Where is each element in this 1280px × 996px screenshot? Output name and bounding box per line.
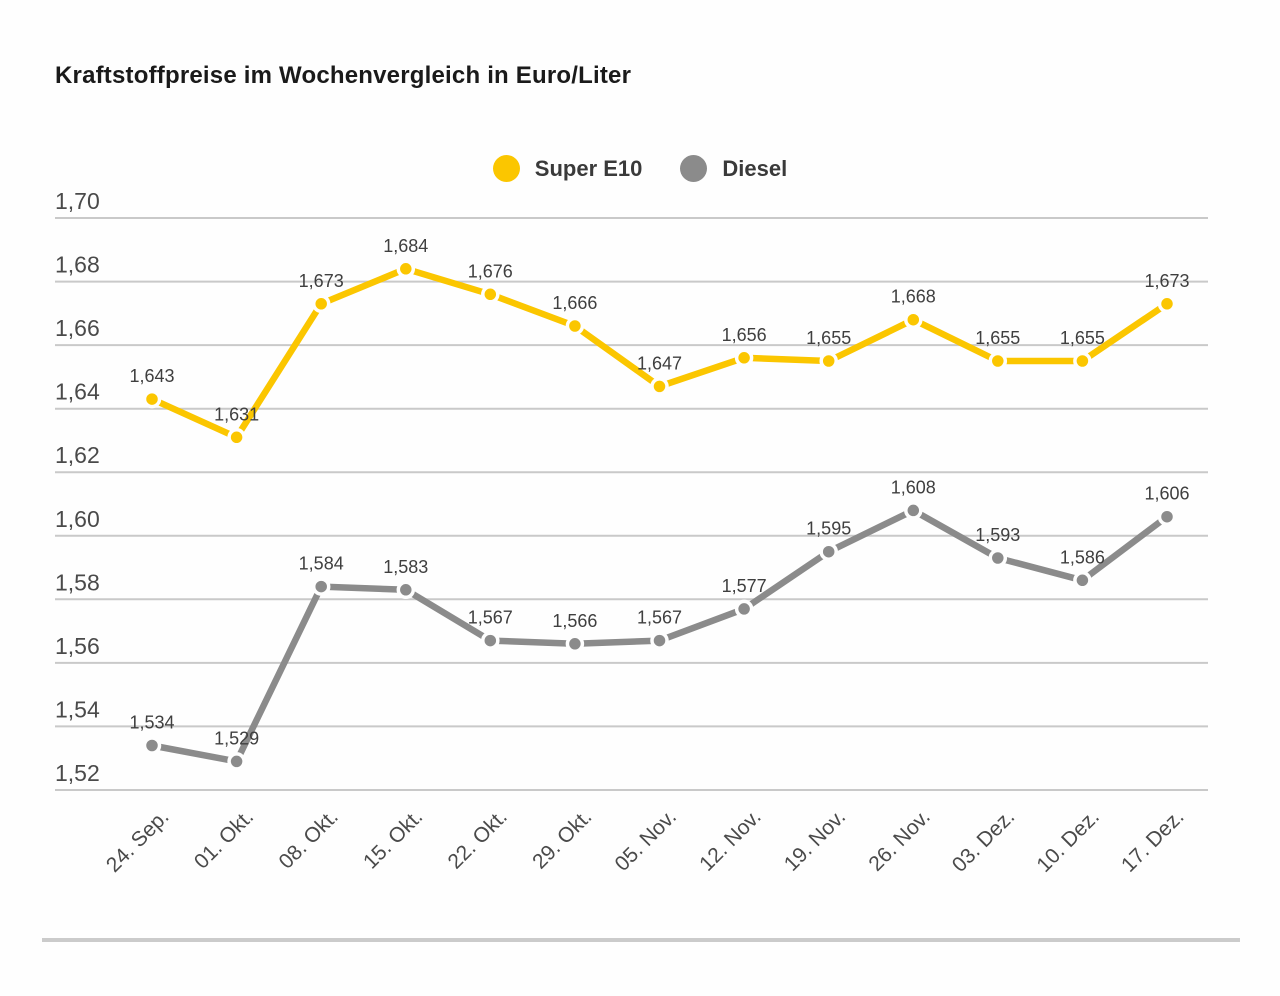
- data-point-super-e10: [904, 310, 923, 329]
- super-e10-swatch-icon: [492, 155, 520, 182]
- data-point-label-super-e10: 1,631: [214, 404, 259, 424]
- data-point-label-super-e10: 1,647: [637, 353, 682, 373]
- data-point-diesel: [565, 634, 585, 654]
- data-point-diesel: [650, 631, 669, 650]
- x-tick-label: 17. Dez.: [1117, 805, 1189, 877]
- data-point-super-e10: [311, 294, 331, 314]
- data-point-diesel: [1073, 571, 1092, 590]
- data-point-diesel: [1157, 507, 1177, 526]
- y-tick-label: 1,66: [55, 315, 100, 341]
- y-tick-label: 1,54: [55, 696, 100, 722]
- legend-item-super-e10: Super E10: [492, 155, 643, 182]
- x-tick-label: 08. Okt.: [274, 805, 342, 873]
- data-point-super-e10: [988, 351, 1008, 371]
- data-point-super-e10: [734, 348, 754, 368]
- data-point-super-e10: [1073, 351, 1092, 371]
- data-point-super-e10: [1157, 294, 1177, 314]
- data-point-label-super-e10: 1,655: [1060, 328, 1105, 348]
- data-point-label-super-e10: 1,668: [891, 287, 936, 307]
- y-tick-label: 1,62: [55, 442, 100, 468]
- data-point-diesel: [227, 752, 246, 771]
- data-point-super-e10: [396, 259, 416, 279]
- legend-label-super-e10: Super E10: [534, 155, 643, 181]
- data-point-diesel: [819, 542, 838, 561]
- data-point-super-e10: [565, 316, 585, 336]
- x-tick-label: 26. Nov.: [864, 805, 934, 875]
- data-point-label-diesel: 1,577: [722, 576, 767, 596]
- legend: Super E10 Diesel: [0, 155, 1280, 182]
- diesel-swatch-icon: [680, 155, 708, 182]
- data-point-label-diesel: 1,566: [552, 611, 597, 631]
- data-point-super-e10: [227, 428, 246, 447]
- x-tick-label: 15. Okt.: [359, 805, 427, 873]
- data-point-label-super-e10: 1,655: [806, 328, 851, 348]
- x-tick-label: 12. Nov.: [695, 805, 765, 875]
- y-tick-label: 1,60: [55, 506, 100, 532]
- data-point-label-diesel: 1,584: [299, 554, 344, 574]
- x-tick-label: 22. Okt.: [444, 805, 512, 873]
- y-tick-label: 1,64: [55, 379, 100, 405]
- data-point-label-diesel: 1,567: [468, 608, 513, 628]
- data-point-label-super-e10: 1,656: [722, 325, 767, 345]
- x-tick-label: 24. Sep.: [102, 805, 174, 877]
- data-point-diesel: [311, 577, 331, 596]
- data-point-label-super-e10: 1,643: [129, 366, 174, 386]
- data-point-label-diesel: 1,593: [975, 525, 1020, 545]
- data-point-label-diesel: 1,567: [637, 608, 682, 628]
- data-point-label-diesel: 1,534: [129, 713, 174, 733]
- data-point-diesel: [988, 548, 1008, 568]
- y-tick-label: 1,58: [55, 569, 100, 595]
- data-point-label-diesel: 1,586: [1060, 547, 1105, 567]
- data-point-diesel: [481, 631, 500, 650]
- y-tick-label: 1,70: [55, 188, 100, 214]
- data-point-label-diesel: 1,595: [806, 519, 851, 539]
- data-point-label-super-e10: 1,684: [383, 236, 428, 256]
- data-point-label-super-e10: 1,666: [552, 293, 597, 313]
- x-tick-label: 03. Dez.: [948, 805, 1020, 877]
- x-tick-label: 19. Nov.: [780, 805, 850, 875]
- legend-item-diesel: Diesel: [680, 155, 787, 182]
- y-tick-label: 1,56: [55, 633, 100, 659]
- legend-label-diesel: Diesel: [722, 155, 788, 181]
- data-point-label-diesel: 1,583: [383, 557, 428, 577]
- data-point-super-e10: [819, 351, 838, 371]
- data-point-diesel: [142, 736, 162, 755]
- data-point-label-super-e10: 1,655: [975, 328, 1020, 348]
- x-tick-label: 01. Okt.: [190, 805, 258, 873]
- data-point-super-e10: [650, 377, 669, 396]
- data-point-label-super-e10: 1,673: [1144, 271, 1189, 291]
- data-point-diesel: [396, 580, 416, 600]
- x-tick-label: 05. Nov.: [611, 805, 681, 875]
- bottom-divider: [42, 938, 1240, 942]
- y-tick-label: 1,52: [55, 760, 100, 786]
- y-tick-label: 1,68: [55, 252, 100, 278]
- data-point-label-diesel: 1,606: [1144, 484, 1189, 504]
- x-tick-label: 29. Okt.: [528, 805, 596, 873]
- data-point-label-super-e10: 1,676: [468, 261, 513, 281]
- data-point-super-e10: [481, 285, 500, 304]
- data-point-label-diesel: 1,608: [891, 477, 936, 497]
- data-point-label-super-e10: 1,673: [299, 271, 344, 291]
- x-tick-label: 10. Dez.: [1032, 805, 1104, 877]
- data-point-diesel: [734, 599, 754, 619]
- chart-title: Kraftstoffpreise im Wochenvergleich in E…: [55, 62, 632, 89]
- data-point-diesel: [904, 501, 923, 520]
- data-point-super-e10: [142, 389, 162, 409]
- data-point-label-diesel: 1,529: [214, 728, 259, 748]
